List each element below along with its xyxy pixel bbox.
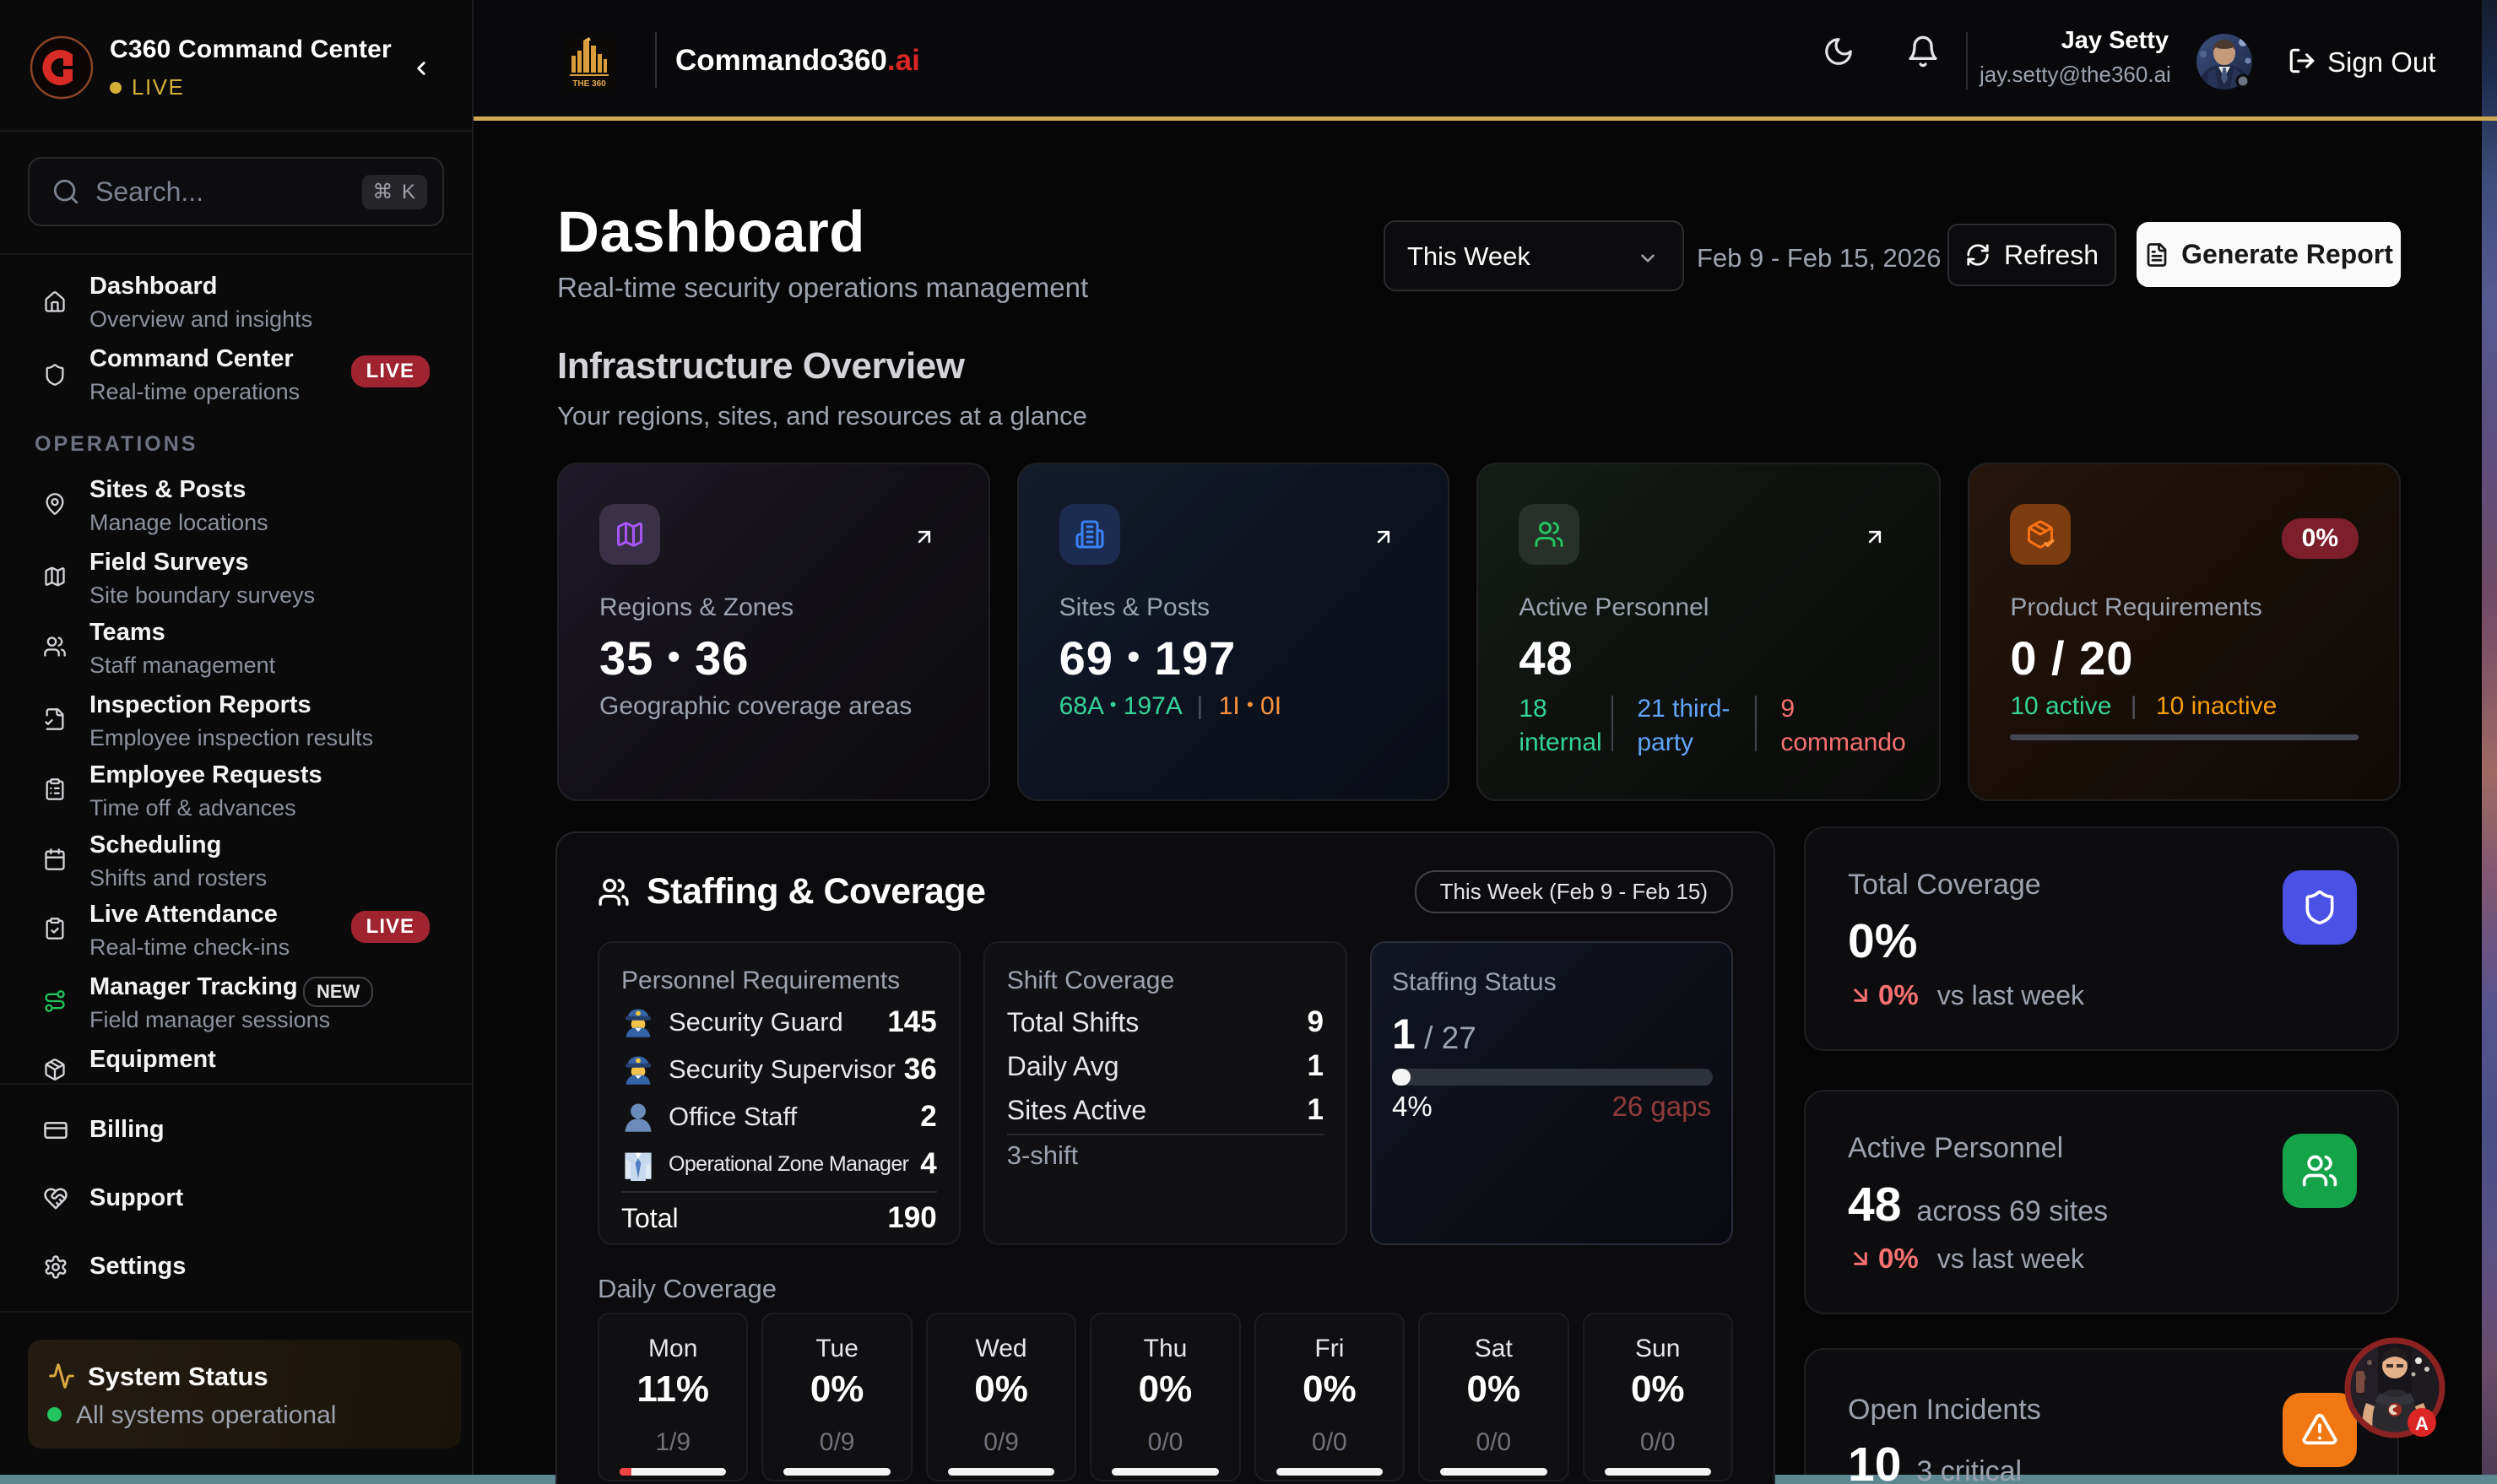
svg-text:THE 360: THE 360 — [572, 79, 606, 89]
svg-text:A: A — [2415, 1413, 2429, 1434]
